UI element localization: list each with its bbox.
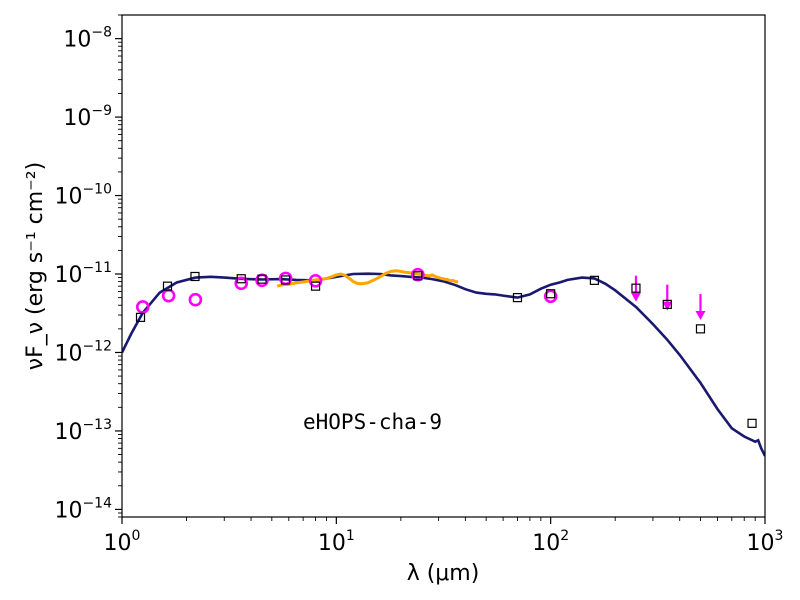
y-tick-label: 10−10 — [54, 182, 112, 210]
model-flux-square — [236, 274, 246, 284]
x-tick-label: 102 — [532, 528, 569, 556]
y-tick-label: 10−11 — [54, 260, 112, 288]
photometry-point — [188, 292, 203, 307]
x-tick-label: 100 — [104, 528, 141, 556]
model-flux-square — [631, 283, 641, 293]
model-flux-square — [413, 271, 423, 281]
model-flux-square — [662, 299, 672, 309]
y-tick-label: 10−12 — [54, 338, 112, 366]
y-tick-label: 10−9 — [63, 103, 112, 131]
photometry-point — [135, 300, 150, 314]
model-flux-square — [512, 293, 523, 303]
model-flux-square — [190, 271, 200, 282]
x-tick-label: 103 — [747, 528, 784, 556]
photometry-point — [161, 288, 176, 303]
model-flux-squares — [135, 271, 757, 428]
y-axis-label: νF_ν (erg s⁻¹ cm⁻²) — [23, 162, 48, 370]
model-flux-square — [281, 275, 291, 285]
y-tick-label: 10−13 — [54, 417, 112, 445]
photometry-point — [543, 289, 558, 304]
model-flux-square — [310, 281, 321, 291]
model-sed-curve — [122, 272, 765, 457]
upper-limit-arrows — [630, 275, 706, 320]
model-flux-square — [747, 418, 757, 428]
model-flux-square — [695, 324, 706, 334]
upper-limit-arrow — [662, 284, 673, 311]
y-tick-label: 10−14 — [54, 495, 112, 523]
model-flux-square — [135, 312, 146, 322]
x-tick-label: 101 — [318, 528, 355, 556]
model-flux-square — [257, 274, 267, 284]
y-tick-label: 10−8 — [63, 25, 112, 53]
photometry-point — [234, 276, 249, 291]
model-flux-square — [546, 289, 556, 299]
plot-frame — [121, 14, 766, 518]
upper-limit-arrow — [630, 275, 641, 302]
photometry-circles — [135, 267, 558, 314]
model-flux-square — [589, 275, 600, 285]
x-axis-label: λ (μm) — [407, 561, 480, 586]
model-flux-square — [162, 281, 173, 291]
axis-ticks: 100 101 102 103 10−14 10−13 10−12 10−11 10−10 10−… — [54, 14, 784, 556]
plot-area — [122, 267, 765, 457]
upper-limit-arrow — [695, 293, 706, 320]
source-name-label: eHOPS-cha-9 — [303, 410, 442, 434]
photometry-point — [308, 273, 323, 288]
